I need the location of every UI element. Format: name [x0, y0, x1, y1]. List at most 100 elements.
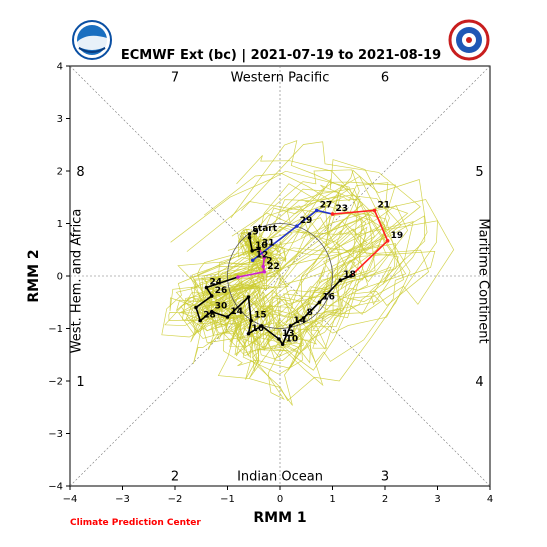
trajectory-label: 14 — [231, 307, 244, 317]
trajectory-segment — [252, 225, 298, 261]
x-tick-label: 2 — [382, 494, 388, 505]
trajectory-point — [209, 294, 214, 298]
trajectory-label: 23 — [336, 204, 349, 214]
ensemble-member-line — [207, 184, 402, 351]
trajectory-segment — [247, 296, 252, 321]
trajectory-label: 24 — [210, 278, 223, 288]
ensemble-member-line — [202, 188, 409, 348]
phase-label-8: 8 — [76, 165, 84, 180]
trajectory-label: 22 — [267, 262, 280, 272]
trajectory-segment — [248, 237, 253, 251]
trajectory-point — [236, 275, 240, 279]
trajectory-point — [261, 264, 266, 269]
trajectory-label: 13 — [282, 329, 295, 339]
trajectory-point — [194, 305, 198, 310]
phase-label-3: 3 — [381, 470, 389, 485]
y-tick-label: −4 — [48, 482, 63, 493]
trajectory-point — [349, 274, 353, 278]
trajectory-label: 2 — [266, 257, 272, 267]
x-tick-label: −2 — [168, 494, 183, 505]
trajectory-segment — [340, 275, 352, 281]
ensemble-member-line — [169, 182, 389, 329]
trajectory-segment — [303, 301, 320, 319]
y-tick-label: 1 — [57, 219, 63, 230]
trajectory-point — [204, 285, 209, 290]
trajectory-point — [259, 324, 264, 328]
trajectory-point — [385, 239, 390, 243]
y-tick-label: −2 — [48, 377, 63, 388]
y-tick-label: 2 — [57, 167, 63, 178]
trajectory-label: 30 — [215, 302, 228, 312]
trajectory-label: 10 — [286, 334, 299, 344]
credit-text: Climate Prediction Center — [70, 518, 201, 528]
trajectory-segment — [237, 271, 265, 278]
trajectory-segment — [226, 296, 250, 318]
trajectory-point — [372, 208, 377, 213]
trajectory-label: 21 — [378, 200, 391, 210]
trajectory-label: 14 — [294, 316, 307, 326]
trajectory-segment — [290, 317, 305, 327]
trajectory-label: 9 — [253, 228, 259, 238]
trajectory-label: 15 — [254, 311, 267, 321]
trajectory-segment — [281, 325, 292, 345]
trajectory-segment — [261, 325, 280, 340]
chart-title: ECMWF Ext (bc) | 2021-07-19 to 2021-08-1… — [121, 48, 441, 63]
phase-label-7: 7 — [171, 71, 179, 86]
ensemble-mean-trajectory — [194, 208, 390, 347]
phase-label-6: 6 — [381, 71, 389, 86]
y-axis-label: RMM 2 — [26, 249, 42, 302]
trajectory-label: 27 — [320, 200, 333, 210]
unit-circle — [227, 223, 333, 329]
x-axis-ticks: −4 −3 −2 −1 0 1 2 3 4 — [63, 486, 493, 505]
x-tick-label: 3 — [434, 494, 440, 505]
trajectory-label: 29 — [300, 216, 313, 226]
region-labels: Western Pacific Indian Ocean West. Hem. an… — [70, 71, 491, 485]
y-tick-label: −3 — [48, 429, 63, 440]
trajectory-point — [301, 316, 306, 320]
phase-label-2: 2 — [171, 470, 179, 485]
trajectory-point — [250, 258, 255, 263]
y-tick-label: 4 — [57, 62, 63, 73]
region-label: Maritime Continent — [476, 218, 491, 343]
trajectory-label: 19 — [391, 231, 404, 241]
trajectory-segment — [296, 209, 318, 227]
trajectory-label: 31 — [262, 239, 275, 249]
phase-labels: 7 68 51 42 3 — [76, 71, 483, 485]
trajectory-segment — [248, 325, 263, 335]
x-tick-label: 4 — [487, 494, 493, 505]
trajectory-segment — [206, 276, 239, 289]
y-tick-label: 0 — [57, 272, 63, 283]
trajectory-segment — [195, 295, 213, 309]
x-axis-label: RMM 1 — [253, 510, 306, 526]
trajectory-point — [277, 337, 281, 341]
ensemble-member-line — [192, 183, 407, 406]
trajectory-point — [247, 232, 252, 236]
trajectory-segment — [199, 311, 213, 322]
ensemble-member-line — [203, 176, 387, 387]
trajectory-label: 18 — [343, 270, 356, 280]
trajectory-segment — [350, 240, 389, 277]
trajectory-point — [288, 324, 293, 328]
trajectory-point — [262, 270, 267, 274]
ensemble-member-line — [193, 214, 368, 343]
ensemble-members — [161, 140, 455, 406]
trajectory-segment — [373, 210, 389, 242]
trajectory-label: 8 — [307, 308, 313, 318]
trajectory-point — [225, 315, 230, 319]
trajectory-segment — [247, 320, 252, 334]
trajectory-label: start — [253, 224, 278, 234]
trajectory-label: 16 — [252, 324, 265, 334]
x-tick-label: 1 — [329, 494, 335, 505]
trajectory-label: 28 — [203, 311, 216, 321]
trajectory-segment — [211, 310, 228, 318]
x-tick-label: −3 — [115, 494, 130, 505]
trajectory-point — [280, 342, 285, 347]
y-tick-label: −1 — [48, 324, 63, 335]
region-label: Western Pacific — [231, 71, 330, 86]
trajectory-segment — [195, 307, 201, 321]
region-label: West. Hem. and Africa — [70, 209, 85, 354]
ensemble-member-line — [219, 198, 455, 331]
region-label: Indian Ocean — [237, 470, 323, 485]
